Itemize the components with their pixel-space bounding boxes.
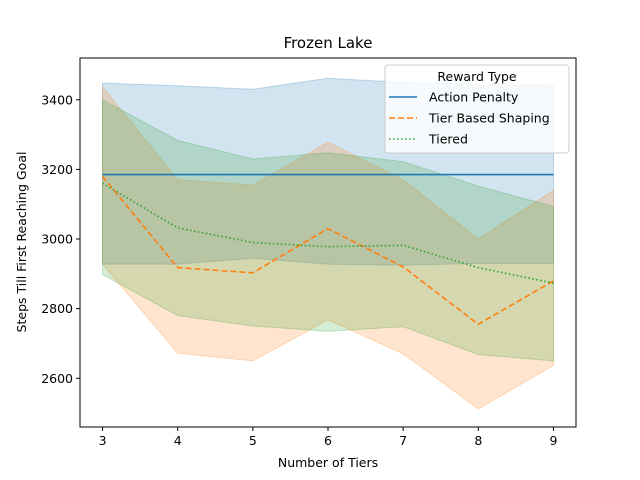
y-tick-label: 2800	[41, 301, 73, 316]
legend-title: Reward Type	[437, 69, 517, 84]
x-axis: 3 4 5 6 7 8 9	[99, 427, 557, 448]
x-tick-label: 6	[324, 433, 332, 448]
legend-label-tiered: Tiered	[428, 132, 468, 147]
legend-entries: Action Penalty Tier Based Shaping Tiered	[389, 90, 550, 147]
y-tick-label: 3400	[41, 92, 73, 107]
legend: Reward Type Action Penalty Tier Based Sha…	[384, 64, 570, 154]
legend-label-tier-based-shaping: Tier Based Shaping	[428, 111, 550, 126]
series-lines	[101, 173, 554, 326]
x-axis-label: Number of Tiers	[278, 455, 378, 470]
y-tick-label: 3000	[41, 232, 73, 247]
line-tier-based-shaping	[101, 175, 554, 326]
x-tick-label: 5	[249, 433, 257, 448]
line-tiered	[102, 182, 554, 284]
x-tick-label: 9	[549, 433, 557, 448]
y-axis: 2600 2800 3000 3200 3400	[41, 92, 80, 386]
band-tiered	[102, 98, 554, 362]
x-tick-label: 8	[474, 433, 482, 448]
y-axis-label: Steps Till First Reaching Goal	[14, 152, 29, 333]
chart-title: Frozen Lake	[284, 34, 373, 52]
y-tick-label: 3200	[41, 162, 73, 177]
x-tick-label: 3	[99, 433, 107, 448]
y-tick-label: 2600	[41, 371, 73, 386]
x-tick-label: 7	[399, 433, 407, 448]
confidence-bands	[102, 77, 554, 410]
band-tier-based-shaping	[102, 85, 554, 410]
x-tick-label: 4	[174, 433, 182, 448]
legend-label-action-penalty: Action Penalty	[429, 90, 519, 105]
legend-box	[384, 64, 570, 154]
